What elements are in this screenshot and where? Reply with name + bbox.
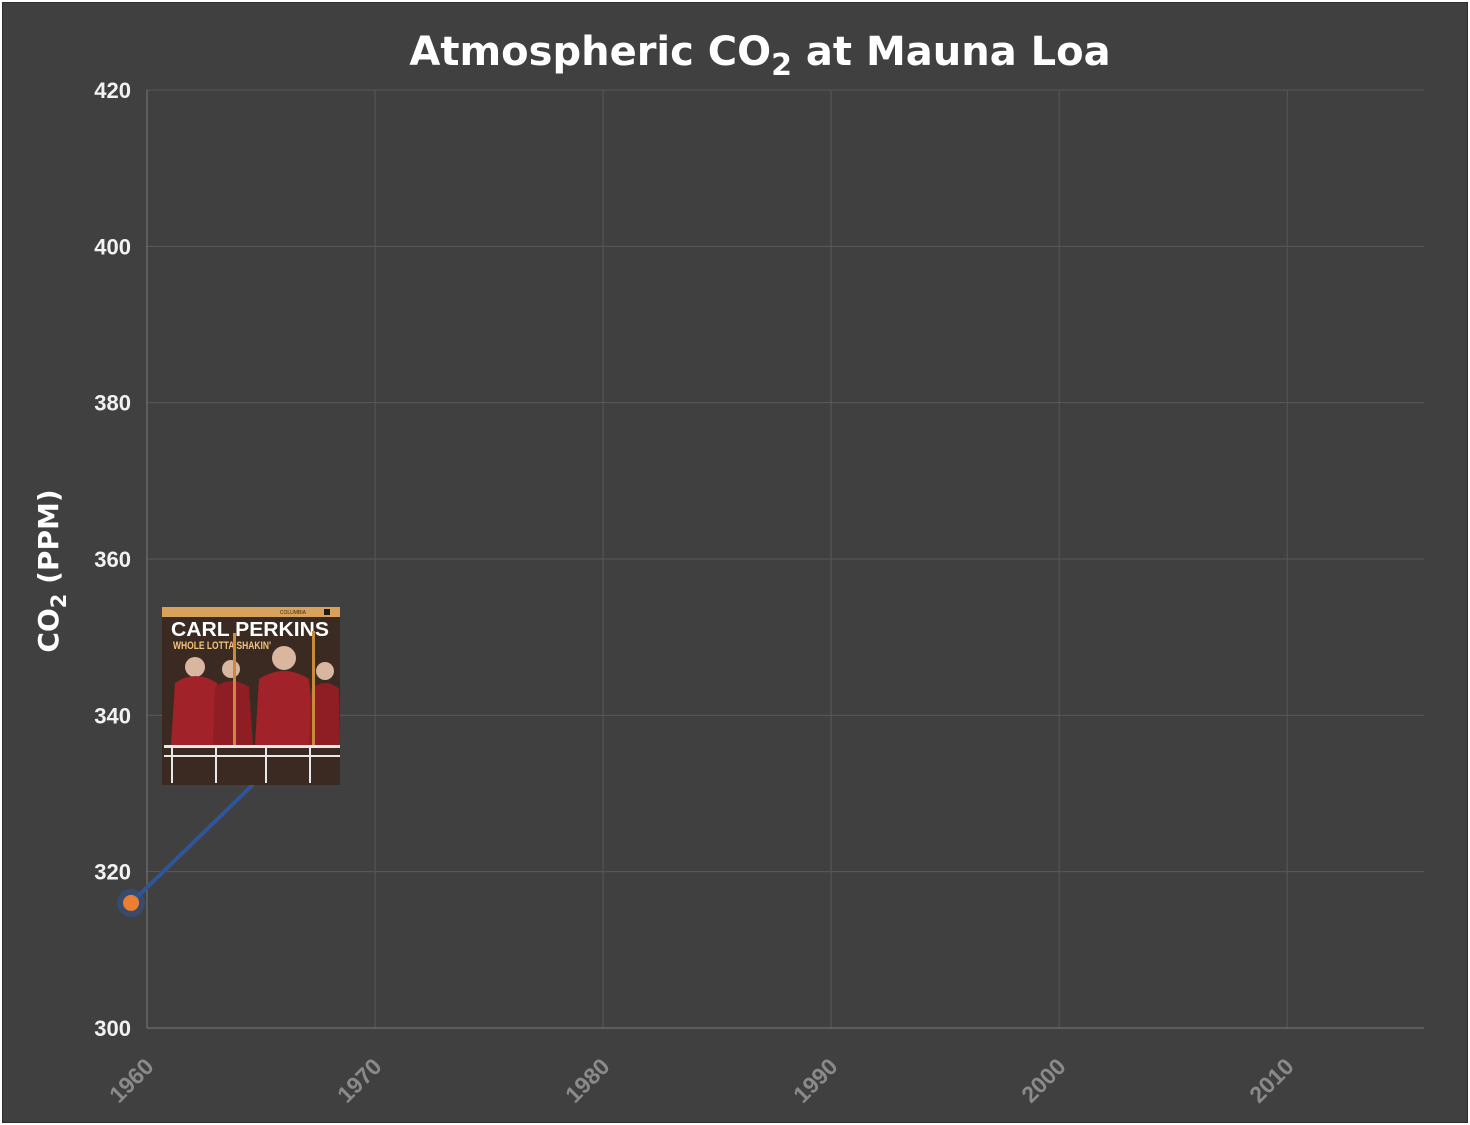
chart: Atmospheric CO2 at Mauna Loa 30032034036… <box>32 29 1424 1108</box>
album-cover-top-band <box>162 607 340 617</box>
chart-title-subscript: 2 <box>771 48 792 83</box>
album-label-logo <box>324 609 330 615</box>
chart-title: Atmospheric CO2 at Mauna Loa <box>409 29 1110 83</box>
album-cover-figures <box>164 631 340 783</box>
y-tick-label-300: 300 <box>94 1016 131 1041</box>
x-tick-label-1990: 1990 <box>788 1053 843 1108</box>
chart-title-rest: at Mauna Loa <box>792 29 1111 75</box>
x-tick-label-1960: 1960 <box>104 1053 159 1108</box>
axes <box>146 90 1424 1029</box>
x-tick-label-2000: 2000 <box>1016 1053 1071 1108</box>
data-point-marker <box>123 894 140 911</box>
y-tick-label-320: 320 <box>94 860 131 885</box>
y-axis-label: CO2 (PPM) <box>32 489 71 652</box>
y-axis-label-main: CO <box>32 608 65 652</box>
y-tick-label-400: 400 <box>94 234 131 259</box>
grid <box>146 89 1424 1029</box>
y-axis-label-subscript: 2 <box>47 594 71 609</box>
y-tick-label-380: 380 <box>94 391 131 416</box>
series-line-0 <box>129 783 254 905</box>
y-tick-label-420: 420 <box>94 78 131 103</box>
y-tick-label-360: 360 <box>94 547 131 572</box>
x-tick-label-2010: 2010 <box>1244 1053 1299 1108</box>
x-tick-label-1970: 1970 <box>332 1053 387 1108</box>
album-cover-image: COLUMBIA CARL PERKINS WHOLE LOTTA SHAKIN… <box>162 607 340 785</box>
y-axis-label-rest: (PPM) <box>32 489 65 593</box>
album-subtitle-text: WHOLE LOTTA SHAKIN' <box>173 640 271 652</box>
y-tick-labels: 300 320 340 360 380 400 420 <box>94 78 131 1041</box>
x-tick-labels: 1960 1970 1980 1990 2000 2010 <box>104 1053 1299 1108</box>
chart-title-main: Atmospheric CO <box>409 29 771 75</box>
y-tick-label-340: 340 <box>94 703 131 728</box>
x-tick-label-1980: 1980 <box>560 1053 615 1108</box>
album-title-text: CARL PERKINS <box>171 619 329 641</box>
series-co2 <box>117 783 254 917</box>
album-label-text: COLUMBIA <box>280 610 307 616</box>
